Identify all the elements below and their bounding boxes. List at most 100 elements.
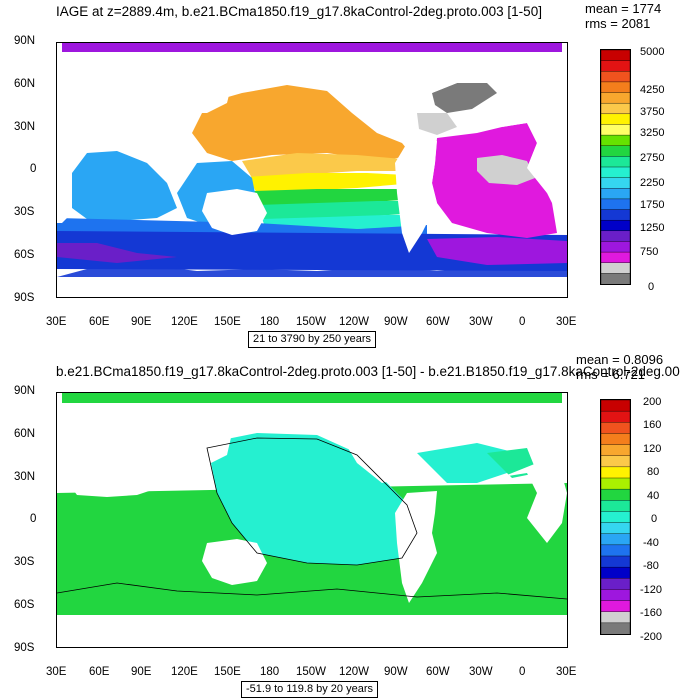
bottom-colorbar <box>600 399 631 635</box>
top-colorbar-swatch <box>601 188 630 200</box>
bottom-colorbar-label: 40 <box>647 490 660 502</box>
top-colorbar-swatch <box>601 198 630 211</box>
top-lat-tick: 0 <box>30 163 37 175</box>
top-colorbar-swatch <box>601 102 630 115</box>
top-continent-antarctica <box>57 275 567 297</box>
top-continent-australia <box>202 189 267 235</box>
bottom-lat-tick: 30N <box>14 471 36 483</box>
top-colorbar-swatch <box>601 124 630 136</box>
bottom-colorbar-label: -160 <box>640 607 663 619</box>
bottom-colorbar-label: -120 <box>640 584 663 596</box>
bottom-mean-stat: mean = 0.8096 <box>576 352 664 367</box>
bottom-colorbar-label: -200 <box>640 631 663 643</box>
bottom-lon-tick: 60W <box>426 666 450 678</box>
top-lon-tick: 30W <box>469 316 493 328</box>
bottom-colorbar-label: 120 <box>643 443 662 455</box>
bottom-lat-tick: 60N <box>14 428 36 440</box>
top-colorbar-swatches <box>601 50 630 284</box>
bottom-colorbar-swatch <box>601 400 630 412</box>
top-mean-stat: mean = 1774 <box>585 1 662 16</box>
bottom-colorbar-swatch <box>601 600 630 613</box>
top-lat-tick: 60N <box>14 78 36 90</box>
top-colorbar-swatch <box>601 209 630 221</box>
top-colorbar-swatch <box>601 241 630 253</box>
top-map-frame <box>56 42 568 298</box>
bottom-colorbar-label: -80 <box>643 560 659 572</box>
top-colorbar-swatch <box>601 230 630 243</box>
bottom-lon-tick: 90E <box>131 666 152 678</box>
top-lon-tick: 90W <box>384 316 408 328</box>
top-colorbar-swatch <box>601 177 630 189</box>
bottom-colorbar-swatch <box>601 611 630 624</box>
top-lon-tick: 30E <box>46 316 67 328</box>
top-continent-eurasia <box>62 52 232 145</box>
top-lon-tick: 150E <box>214 316 241 328</box>
top-colorbar-swatch <box>601 156 630 168</box>
bottom-lon-tick: 30W <box>469 666 493 678</box>
top-lat-tick: 90N <box>14 35 36 47</box>
bottom-colorbar-label: 200 <box>643 396 662 408</box>
top-colorbar-label: 5000 <box>640 46 665 58</box>
top-arctic-strip <box>62 43 562 52</box>
bottom-colorbar-swatch <box>601 433 630 446</box>
top-lat-tick: 30S <box>14 206 35 218</box>
bottom-colorbar-label: 80 <box>647 466 660 478</box>
bottom-colorbar-swatch <box>601 466 630 479</box>
bottom-lat-tick: 60S <box>14 599 35 611</box>
top-colorbar-label: 1250 <box>640 222 665 234</box>
top-lon-tick: 180 <box>260 316 280 328</box>
bottom-lon-tick: 150W <box>296 666 327 678</box>
top-colorbar-swatch <box>601 50 630 62</box>
bottom-map-title: b.e21.BCma1850.f19_g17.8kaControl-2deg.p… <box>56 364 680 379</box>
bottom-continent-north-america <box>337 403 527 483</box>
top-colorbar-label: 3750 <box>640 106 665 118</box>
top-continent-north-america <box>337 52 527 133</box>
bottom-lat-tick: 90S <box>14 642 35 654</box>
bottom-lat-tick: 30S <box>14 556 35 568</box>
top-colorbar-swatch <box>601 113 630 126</box>
top-colorbar-swatch <box>601 134 630 147</box>
top-range-label: 21 to 3790 by 250 years <box>248 331 377 348</box>
bottom-colorbar-swatches <box>601 400 630 634</box>
bottom-continent-antarctica <box>57 617 567 647</box>
top-map-field <box>57 43 567 297</box>
bottom-colorbar-swatch <box>601 566 630 579</box>
bottom-colorbar-swatch <box>601 477 630 490</box>
bottom-colorbar-swatch <box>601 578 630 591</box>
top-lon-tick: 30E <box>556 316 577 328</box>
top-continent-africa-east <box>502 113 567 193</box>
bottom-map-field <box>57 393 567 647</box>
top-lat-tick: 60S <box>14 249 35 261</box>
bottom-lon-tick: 120E <box>171 666 198 678</box>
bottom-colorbar-swatch <box>601 444 630 457</box>
top-colorbar-swatch <box>601 262 630 275</box>
bottom-colorbar-swatch <box>601 488 630 501</box>
top-colorbar-label: 4250 <box>640 84 665 96</box>
top-map-title: IAGE at z=2889.4m, b.e21.BCma1850.f19_g1… <box>56 4 542 19</box>
top-lon-tick: 60E <box>89 316 110 328</box>
bottom-colorbar-label: 160 <box>643 419 662 431</box>
bottom-lon-tick: 60E <box>89 666 110 678</box>
top-colorbar-label: 2250 <box>640 177 665 189</box>
bottom-colorbar-label: -40 <box>643 537 659 549</box>
bottom-lat-tick: 90N <box>14 385 36 397</box>
top-colorbar-swatch <box>601 60 630 72</box>
bottom-colorbar-swatch <box>601 555 630 568</box>
top-continent-africa <box>57 153 72 223</box>
top-colorbar-label: 0 <box>648 281 655 293</box>
bottom-colorbar-swatch <box>601 511 630 524</box>
bottom-lat-tick: 0 <box>30 513 37 525</box>
top-lat-tick: 90S <box>14 292 35 304</box>
top-colorbar-swatch <box>601 71 630 83</box>
bottom-lon-tick: 30E <box>556 666 577 678</box>
bottom-continent-eurasia <box>62 403 232 497</box>
top-lon-tick: 0 <box>519 316 526 328</box>
bottom-map-frame <box>56 392 568 648</box>
bottom-colorbar-swatch <box>601 500 630 513</box>
top-lon-tick: 120W <box>339 316 370 328</box>
bottom-rms-stat: rms = 6.721 <box>576 367 646 382</box>
top-lon-tick: 150W <box>296 316 327 328</box>
bottom-colorbar-label: 0 <box>651 513 658 525</box>
top-colorbar-swatch <box>601 145 630 158</box>
top-lon-tick: 60W <box>426 316 450 328</box>
